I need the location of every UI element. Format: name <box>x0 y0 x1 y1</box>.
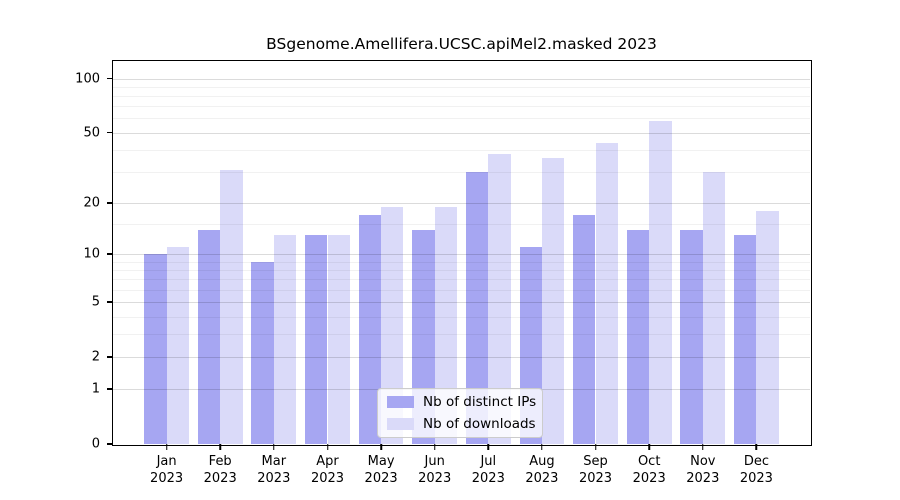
bar-distinct-ips-apr <box>305 235 328 444</box>
bar-downloads-jun <box>434 206 458 444</box>
y-tick-mark-20 <box>107 202 113 204</box>
y-tick-mark-100 <box>107 77 113 80</box>
y-tick-mark-50 <box>107 131 113 134</box>
bar-distinct-ips-nov <box>680 229 703 444</box>
legend-label-downloads: Nb of downloads <box>423 416 536 432</box>
x-tick-label-mar: Mar 2023 <box>257 454 291 486</box>
bar-distinct-ips-jan <box>144 254 167 444</box>
y-tick-label-5: 5 <box>91 294 100 310</box>
y-axis: 0 1 2 5 10 20 50 100 <box>0 61 113 451</box>
x-tick-mark-sep <box>594 444 597 450</box>
bar-downloads-apr <box>327 235 350 444</box>
bar-distinct-ips-dec <box>734 235 757 444</box>
y-tick-label-0: 0 <box>91 436 100 452</box>
x-tick-label-dec: Dec 2023 <box>739 454 773 486</box>
y-tick-label-20: 20 <box>83 195 100 211</box>
bar-downloads-jan <box>166 247 189 444</box>
x-axis: Jan 2023 Feb 2023 Mar 2023 Apr 2023 May 2023… <box>113 444 810 500</box>
x-tick-label-aug: Aug 2023 <box>525 454 559 486</box>
x-tick-label-apr: Apr 2023 <box>310 454 345 486</box>
x-tick-label-sep: Sep 2023 <box>578 454 613 486</box>
x-tick-mark-dec <box>755 444 758 450</box>
legend-item-distinct-ips: Nb of distinct IPs <box>387 391 537 413</box>
y-tick-mark-10 <box>107 253 113 255</box>
x-tick-mark-jun <box>433 444 436 450</box>
x-tick-mark-jan <box>165 444 168 450</box>
x-tick-label-jul: Jul 2023 <box>471 454 505 486</box>
bar-downloads-jul <box>488 153 511 444</box>
bar-downloads-may <box>381 206 404 444</box>
legend-swatch-downloads-icon <box>387 418 414 430</box>
y-tick-mark-1 <box>107 388 113 390</box>
y-tick-mark-2 <box>107 356 113 358</box>
y-tick-mark-5 <box>107 301 113 303</box>
x-tick-label-may: May 2023 <box>364 454 398 486</box>
x-tick-mark-jul <box>487 444 490 450</box>
x-tick-label-nov: Nov 2023 <box>686 454 720 486</box>
legend: Nb of distinct IPs Nb of downloads <box>377 388 543 438</box>
x-tick-mark-nov <box>702 444 704 450</box>
x-tick-mark-apr <box>326 444 329 450</box>
bar-distinct-ips-jul <box>465 172 489 444</box>
bar-downloads-mar <box>273 235 297 444</box>
x-tick-label-feb: Feb 2023 <box>203 454 237 486</box>
x-tick-mark-oct <box>648 444 650 450</box>
x-tick-mark-mar <box>273 444 275 450</box>
bars-layer <box>113 61 810 444</box>
bar-distinct-ips-may <box>358 215 382 444</box>
x-tick-mark-aug <box>541 444 543 450</box>
y-tick-label-1: 1 <box>91 381 100 397</box>
x-tick-mark-feb <box>219 444 221 450</box>
x-tick-mark-may <box>380 444 382 450</box>
y-tick-mark-0 <box>107 443 113 445</box>
bar-distinct-ips-feb <box>197 229 221 444</box>
y-tick-label-10: 10 <box>83 246 100 262</box>
bar-downloads-nov <box>702 172 726 444</box>
y-tick-label-2: 2 <box>91 349 100 365</box>
bar-downloads-aug <box>541 158 565 444</box>
legend-item-downloads: Nb of downloads <box>387 413 536 435</box>
y-tick-label-50: 50 <box>83 125 100 141</box>
y-tick-label-100: 100 <box>75 71 100 86</box>
legend-label-distinct-ips: Nb of distinct IPs <box>423 394 537 410</box>
bar-downloads-dec <box>756 210 779 444</box>
chart-title: BSgenome.Amellifera.UCSC.apiMel2.masked … <box>266 35 657 53</box>
bar-downloads-sep <box>595 142 618 444</box>
bar-distinct-ips-mar <box>251 261 274 444</box>
x-tick-label-oct: Oct 2023 <box>632 454 666 486</box>
plot-area: Nb of distinct IPs Nb of downloads <box>111 59 812 446</box>
x-tick-label-jan: Jan 2023 <box>150 454 184 486</box>
legend-swatch-distinct-ips-icon <box>387 396 414 408</box>
bar-downloads-oct <box>649 121 672 444</box>
bar-distinct-ips-oct <box>626 229 650 444</box>
bar-distinct-ips-sep <box>573 215 596 444</box>
bar-downloads-feb <box>220 169 243 444</box>
x-tick-label-jun: Jun 2023 <box>418 454 452 486</box>
